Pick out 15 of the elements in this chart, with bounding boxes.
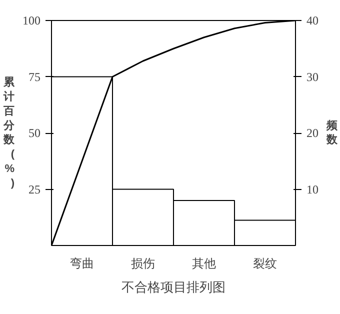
y2-tick-label: 40 [306,14,318,28]
y2-tick-label: 20 [306,126,318,140]
x-tick-label: 裂纹 [253,256,277,270]
y-tick-label: 100 [22,14,40,28]
x-tick-label: 损伤 [131,256,155,270]
y2-tick-label: 30 [306,70,318,84]
y-tick-label: 75 [28,70,40,84]
y-tick-label: 50 [28,126,40,140]
y2-tick-label: 10 [306,182,318,196]
y-axis-title: 累计百分数(%) [2,76,16,190]
x-tick-label: 其他 [192,256,216,270]
text: 不合格项目排列图 [122,280,226,296]
x-tick-label: 弯曲 [70,256,94,270]
y-tick-label: 25 [28,182,40,196]
y2-axis-title: 频数 [326,118,338,146]
